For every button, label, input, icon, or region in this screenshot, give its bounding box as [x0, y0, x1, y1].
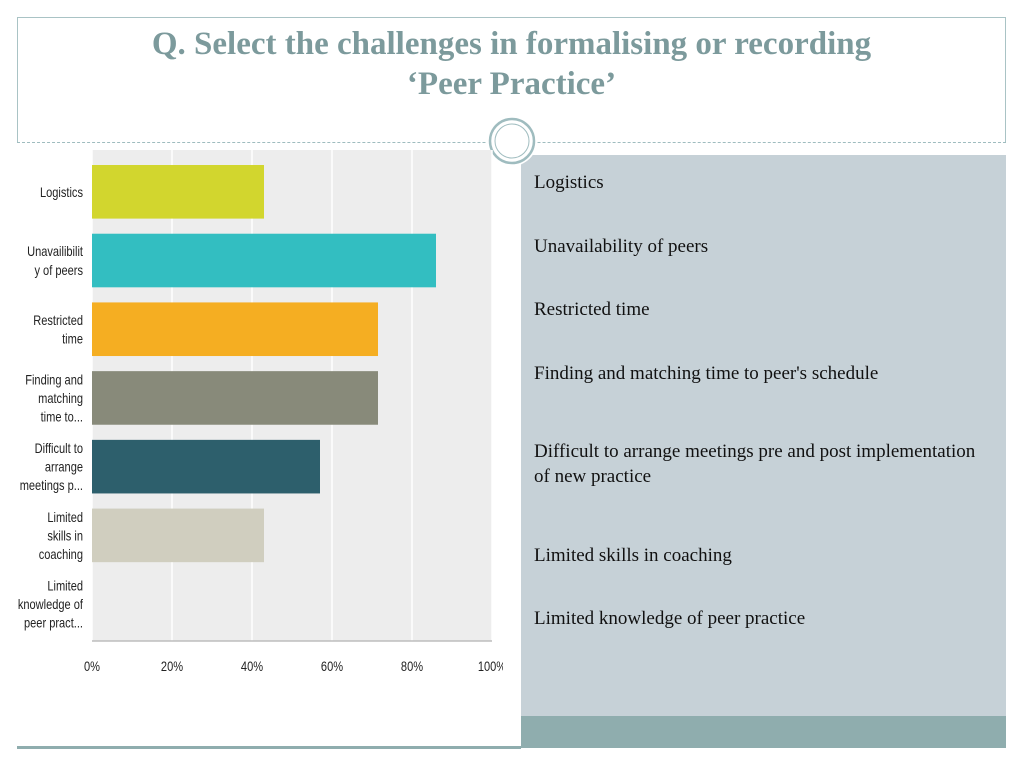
category-label-6-2: peer pract...	[24, 616, 83, 631]
legend-item-finding-matching: Finding and matching time to peer's sche…	[534, 363, 879, 384]
x-tick-label-3: 60%	[321, 659, 343, 674]
bar-2	[92, 302, 378, 357]
legend-panel	[521, 155, 1006, 716]
slide-title-line-1: Q. Select the challenges in formalising …	[151, 26, 872, 62]
x-tick-label-2: 40%	[241, 659, 263, 674]
title-frame	[17, 17, 1006, 143]
x-tick-label-0: 0%	[84, 659, 100, 674]
category-label-6-0: Limited	[47, 579, 83, 594]
category-label-4-2: meetings p...	[20, 478, 83, 493]
bar-0	[92, 165, 264, 219]
legend-item-restricted-time: Restricted time	[534, 299, 650, 320]
legend-item-limited-knowledge: Limited knowledge of peer practice	[534, 608, 806, 629]
slide-title-line-2: ‘Peer Practice’	[406, 66, 617, 102]
legend-item-unavailability: Unavailability of peers	[534, 236, 709, 257]
category-label-1-0: Unavailibilit	[27, 244, 83, 259]
bar-chart: Logistics Unavailibilit y of peers Restrict…	[17, 148, 503, 693]
category-label-4-0: Difficult to	[35, 441, 83, 456]
category-label-2-0: Restricted	[33, 313, 83, 328]
category-label-1-1: y of peers	[34, 263, 83, 278]
bottom-rule	[17, 746, 521, 749]
category-label-3-1: matching	[38, 391, 83, 406]
category-label-5-0: Limited	[47, 510, 83, 525]
legend-item-logistics: Logistics	[534, 172, 604, 193]
category-label-5-2: coaching	[39, 547, 83, 562]
category-label-3-2: time to...	[41, 409, 83, 424]
legend-item-difficult-arrange: Difficult to arrange meetings pre and po…	[534, 441, 976, 487]
category-label-2-1: time	[62, 331, 83, 346]
category-label-5-1: skills in	[47, 528, 83, 543]
category-label-0-0: Logistics	[40, 185, 83, 200]
bar-3	[92, 371, 378, 425]
legend-panel-footer	[521, 716, 1006, 748]
legend-item-limited-skills: Limited skills in coaching	[534, 545, 732, 566]
x-tick-label-1: 20%	[161, 659, 183, 674]
category-label-6-1: knowledge of	[18, 597, 84, 612]
slide-title: Q. Select the challenges in formalising …	[17, 24, 1006, 104]
x-tick-label-5: 100%	[478, 659, 503, 674]
bar-5	[92, 508, 264, 563]
bar-4	[92, 439, 320, 494]
bar-chart-svg: Logistics Unavailibilit y of peers Restrict…	[18, 150, 503, 674]
category-label-4-1: arrange	[45, 460, 83, 475]
bar-1	[92, 233, 436, 288]
x-tick-label-4: 80%	[401, 659, 423, 674]
circle-ornament-icon	[487, 116, 537, 166]
category-label-3-0: Finding and	[25, 372, 83, 387]
